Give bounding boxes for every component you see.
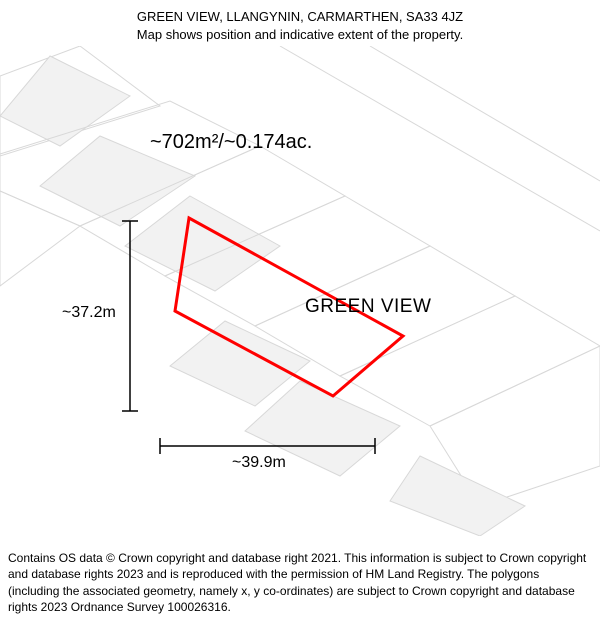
map-area: ~702m²/~0.174ac. GREEN VIEW ~37.2m ~39.9… bbox=[0, 46, 600, 536]
area-label: ~702m²/~0.174ac. bbox=[150, 131, 312, 154]
address-line: GREEN VIEW, LLANGYNIN, CARMARTHEN, SA33 … bbox=[0, 8, 600, 26]
width-dimension-label: ~39.9m bbox=[232, 454, 286, 472]
header: GREEN VIEW, LLANGYNIN, CARMARTHEN, SA33 … bbox=[0, 0, 600, 43]
subtitle-line: Map shows position and indicative extent… bbox=[0, 26, 600, 44]
height-dimension-label: ~37.2m bbox=[62, 304, 116, 322]
footer-copyright: Contains OS data © Crown copyright and d… bbox=[0, 544, 600, 625]
property-name-label: GREEN VIEW bbox=[305, 296, 431, 318]
map-svg bbox=[0, 46, 600, 536]
